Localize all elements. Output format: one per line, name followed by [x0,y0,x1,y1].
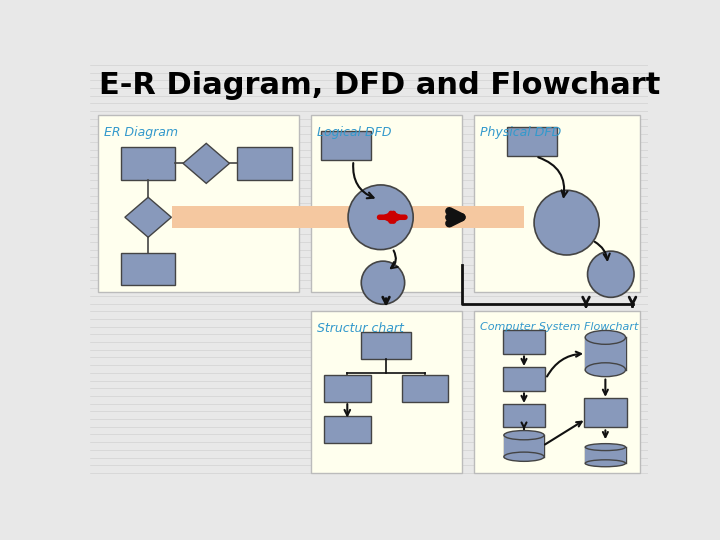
Bar [402,375,448,402]
Bar [585,447,626,463]
Text: ER Diagram: ER Diagram [104,126,178,139]
Circle shape [348,185,413,249]
Bar [503,330,545,354]
Circle shape [534,190,599,255]
Ellipse shape [585,330,626,345]
Bar [238,147,292,179]
Bar [585,338,626,370]
Text: E-R Diagram, DFD and Flowchart: E-R Diagram, DFD and Flowchart [99,71,661,100]
Bar [504,435,544,457]
Circle shape [588,251,634,298]
Ellipse shape [585,460,626,467]
Polygon shape [125,197,171,237]
Bar [504,435,544,457]
Bar [121,253,175,285]
Bar [311,311,462,473]
Bar [585,338,626,370]
Bar [503,367,545,390]
Text: Computer System Flowchart: Computer System Flowchart [480,322,638,332]
Text: Physical DFD: Physical DFD [480,126,561,139]
Bar [311,115,462,292]
Text: Structur chart: Structur chart [317,322,404,335]
Bar [320,131,371,160]
Bar [361,333,411,359]
Ellipse shape [504,452,544,461]
Text: Logical DFD: Logical DFD [317,126,392,139]
Bar [172,206,524,228]
Bar [98,115,300,292]
Ellipse shape [504,430,544,440]
Polygon shape [183,143,230,184]
Bar [324,375,371,402]
Bar [324,416,371,443]
Bar [121,147,175,179]
Ellipse shape [585,363,626,377]
Bar [585,447,626,463]
Bar [584,398,626,428]
Bar [474,311,640,473]
Bar [503,403,545,427]
Circle shape [361,261,405,304]
Ellipse shape [585,444,626,450]
Bar [507,127,557,157]
Bar [474,115,640,292]
